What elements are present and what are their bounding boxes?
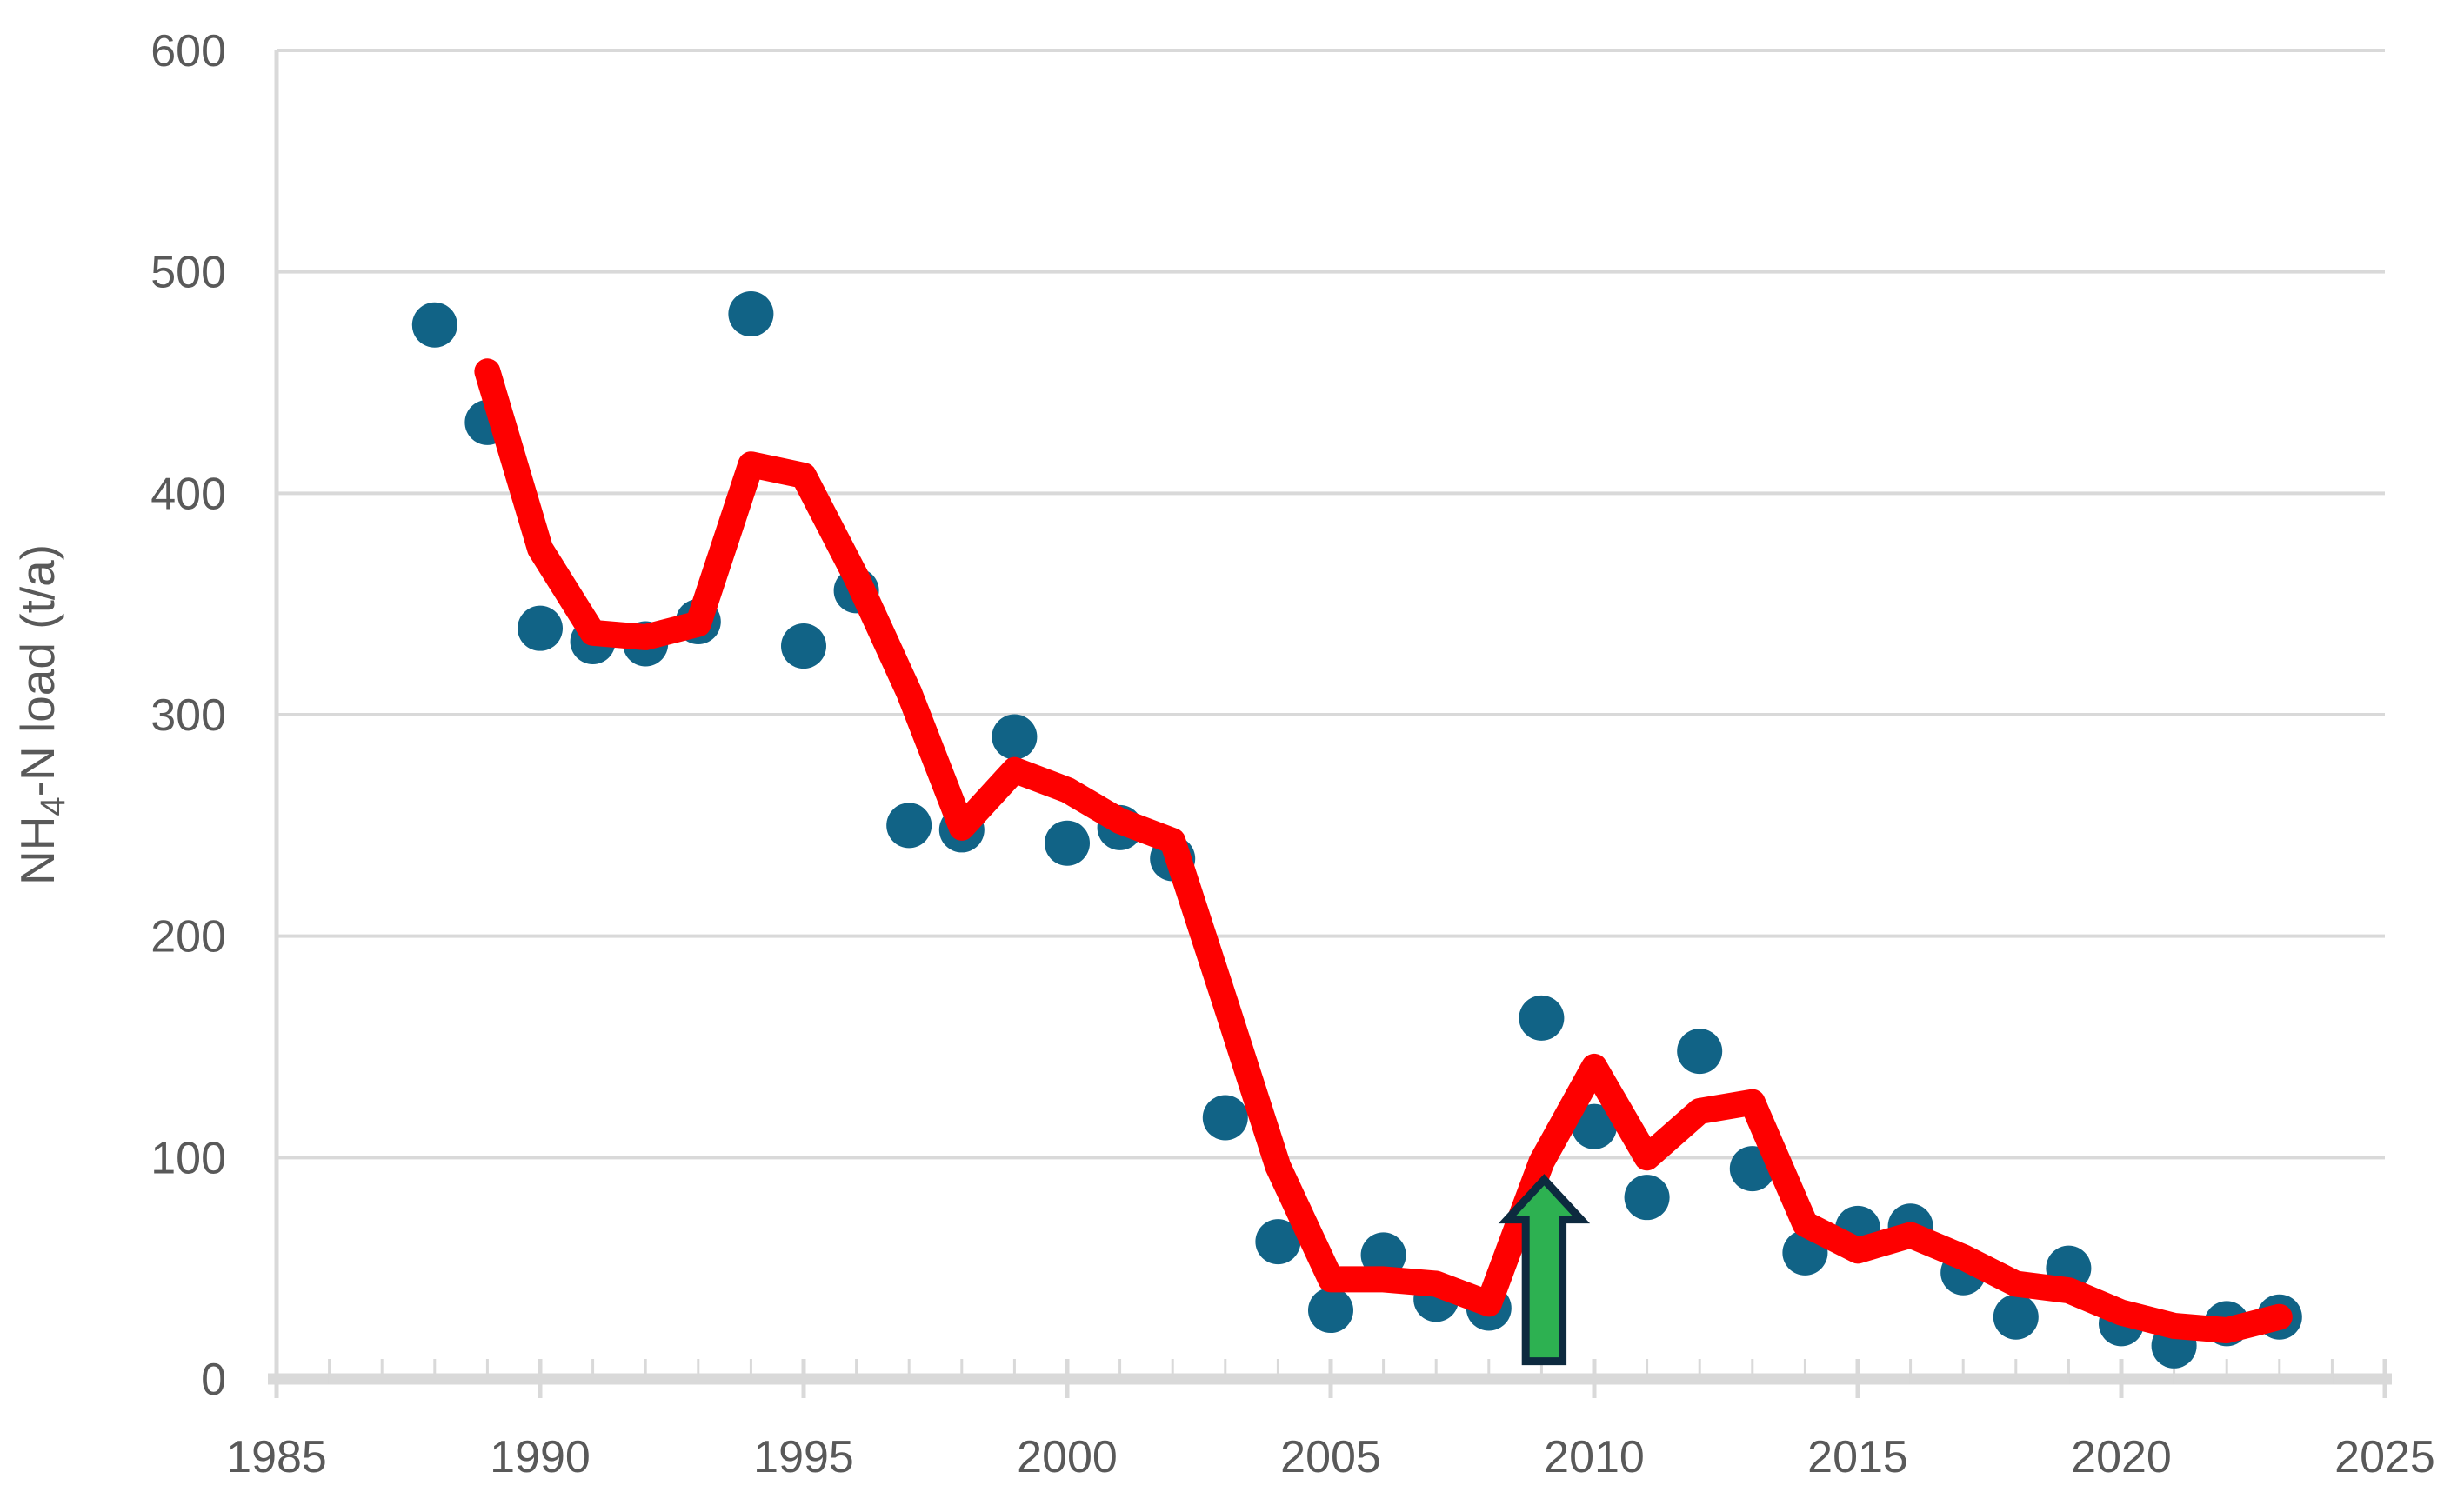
data-point-1988 [411, 302, 457, 348]
x-tick-label-2005: 2005 [1280, 1432, 1381, 1482]
data-point-2000 [1045, 820, 1090, 866]
data-point-1997 [886, 803, 932, 849]
data-point-2011 [1624, 1175, 1670, 1221]
x-tick-label-2010: 2010 [1544, 1432, 1645, 1482]
up-arrow-icon [1498, 1174, 1591, 1366]
x-tick-label-2000: 2000 [1017, 1432, 1118, 1482]
data-point-1995 [781, 623, 826, 669]
x-tick-label-1985: 1985 [226, 1432, 327, 1482]
data-point-2005 [1308, 1288, 1353, 1334]
data-point-1999 [992, 714, 1038, 760]
y-tick-label-600: 600 [150, 26, 226, 77]
x-tick-label-1990: 1990 [490, 1432, 591, 1482]
y-tick-label-100: 100 [150, 1133, 226, 1183]
data-point-2012 [1677, 1029, 1723, 1075]
data-point-2010 [1572, 1103, 1617, 1149]
data-point-1990 [518, 605, 563, 651]
data-point-2004 [1255, 1219, 1301, 1265]
data-point-2009 [1519, 995, 1565, 1041]
data-point-2003 [1202, 1095, 1248, 1141]
y-tick-label-0: 0 [201, 1355, 226, 1405]
data-point-2006 [1360, 1232, 1406, 1278]
data-point-1994 [728, 291, 774, 337]
trend-line [474, 358, 2293, 1343]
x-tick-label-2025: 2025 [2334, 1432, 2435, 1482]
y-tick-label-200: 200 [150, 912, 226, 962]
x-tick-label-2015: 2015 [1807, 1432, 1908, 1482]
x-tick-label-2020: 2020 [2071, 1432, 2172, 1482]
y-axis-title: NH4-N load (t/a) [10, 544, 72, 885]
x-tick-label-1995: 1995 [753, 1432, 854, 1482]
y-tick-label-300: 300 [150, 690, 226, 741]
y-tick-label-500: 500 [150, 248, 226, 298]
data-point-2018 [1993, 1294, 2039, 1340]
y-tick-label-400: 400 [150, 469, 226, 519]
